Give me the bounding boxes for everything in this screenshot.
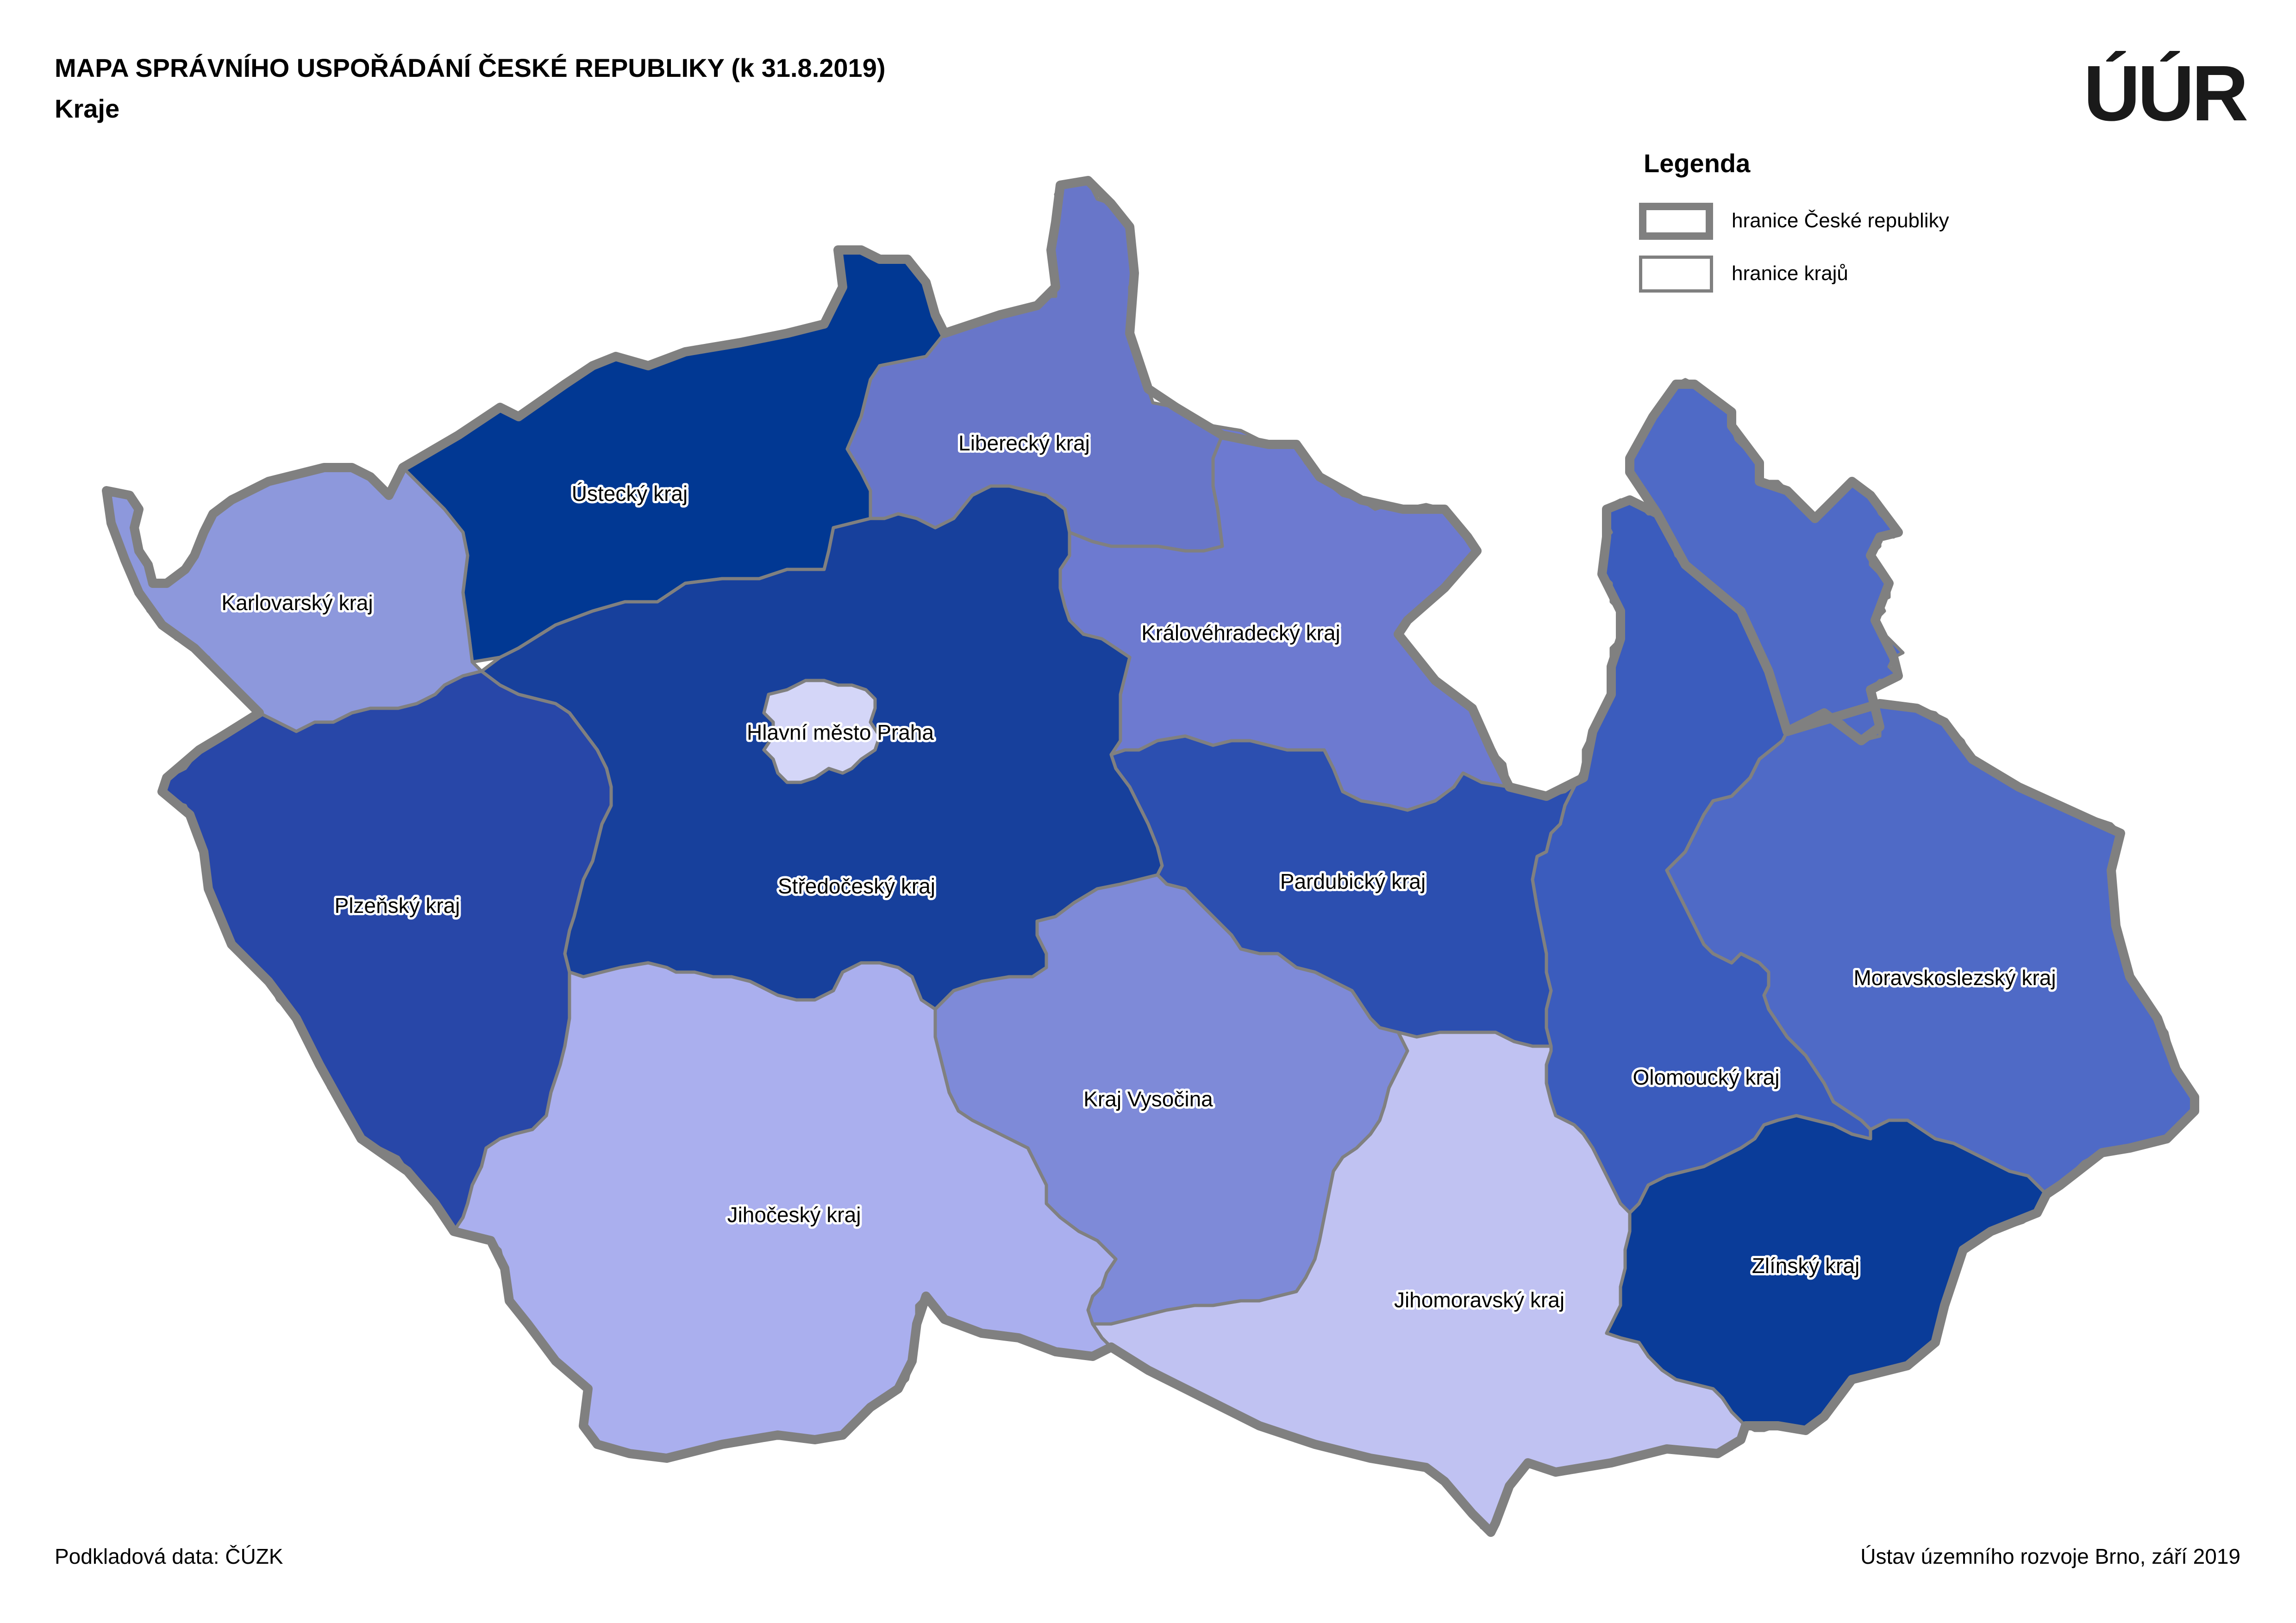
label-praha: Hlavní město Praha (747, 720, 934, 744)
legend-swatch-country-border (1639, 203, 1713, 240)
label-zlinsky: Zlínský kraj (1752, 1254, 1860, 1278)
label-jihocesky: Jihočeský kraj (727, 1203, 861, 1227)
label-olomoucky: Olomoucký kraj (1633, 1065, 1780, 1089)
legend-label-region-border: hranice krajů (1732, 262, 1848, 285)
label-stredocesky: Středočeský kraj (778, 874, 935, 898)
map-title: MAPA SPRÁVNÍHO USPOŘÁDÁNÍ ČESKÉ REPUBLIK… (55, 53, 886, 82)
label-plzensky: Plzeňský kraj (335, 893, 460, 918)
logo-text: ÚÚR (2083, 51, 2247, 137)
label-liberecky: Liberecký kraj (958, 431, 1090, 455)
label-jihomoravsky: Jihomoravský kraj (1394, 1288, 1564, 1312)
uur-logo: ÚÚR (2083, 51, 2250, 137)
region-praha[interactable] (762, 679, 882, 784)
label-karlovarsky: Karlovarský kraj (221, 591, 373, 615)
label-kralovehradecky: Královéhradecký kraj (1141, 621, 1340, 645)
label-moravskoslezsky: Moravskoslezský kraj (1853, 966, 2056, 990)
footer-source: Podkladová data: ČÚZK (55, 1544, 283, 1568)
label-ustecky: Ústecký kraj (572, 481, 688, 506)
country-border (102, 176, 2199, 1537)
footer-credit: Ústav územního rozvoje Brno, září 2019 (1860, 1544, 2240, 1568)
legend: Legenda hranice České republiky hranice … (1639, 148, 2056, 315)
legend-label-country-border: hranice České republiky (1732, 209, 1949, 232)
legend-swatch-region-border (1639, 256, 1713, 293)
label-vysocina: Kraj Vysočina (1083, 1087, 1213, 1111)
label-pardubicky: Pardubický kraj (1280, 869, 1426, 893)
map-subtitle: Kraje (55, 94, 120, 123)
legend-title: Legenda (1644, 149, 1751, 178)
